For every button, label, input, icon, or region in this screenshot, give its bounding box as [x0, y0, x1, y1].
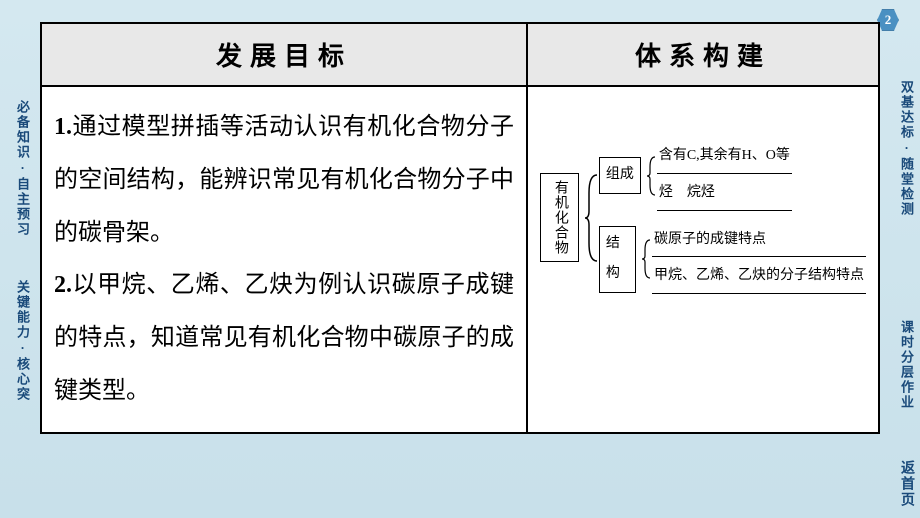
nav-back-home[interactable]: 返首页: [888, 460, 916, 508]
diagram-cell: 有机化合物 组成 含有C,其余有H、O等 烃 烷烃: [527, 86, 879, 433]
branch2-label: 结构: [599, 226, 636, 294]
objective-1-number: 1.: [54, 114, 72, 140]
nav-right-homework[interactable]: 课时分层作业: [888, 320, 916, 410]
bracket-icon: [583, 173, 599, 263]
diagram-root-node: 有机化合物: [540, 173, 579, 262]
bracket-icon: [640, 238, 652, 280]
nav-right-test[interactable]: 双基达标·随堂检测: [888, 80, 916, 217]
objective-2-number: 2.: [54, 272, 72, 298]
header-structure: 体系构建: [527, 23, 879, 86]
nav-left-core[interactable]: 关键能力·核心突: [4, 280, 32, 402]
objective-2-text: 以甲烷、乙烯、乙炔为例认识碳原子成键的特点，知道常见有机化合物中碳原子的成键类型…: [54, 272, 514, 404]
branch2-item2: 甲烷、乙烯、乙炔的分子结构特点: [652, 261, 866, 294]
bracket-icon: [645, 155, 657, 197]
objective-1-text: 通过模型拼插等活动认识有机化合物分子的空间结构，能辨识常见有机化合物分子中的碳骨…: [54, 114, 514, 246]
branch1-item1: 含有C,其余有H、O等: [657, 141, 792, 174]
concept-diagram: 有机化合物 组成 含有C,其余有H、O等 烃 烷烃: [540, 101, 866, 294]
branch-composition: 组成 含有C,其余有H、O等 烃 烷烃: [599, 141, 866, 211]
header-objectives: 发展目标: [41, 23, 527, 86]
branch-structure: 结构 碳原子的成键特点 甲烷、乙烯、乙炔的分子结构特点: [599, 225, 866, 295]
content-table: 发展目标 体系构建 1.通过模型拼插等活动认识有机化合物分子的空间结构，能辨识常…: [40, 22, 880, 434]
nav-left-prerequisite[interactable]: 必备知识·自主预习: [4, 100, 32, 237]
branch1-label: 组成: [599, 157, 641, 194]
objectives-cell: 1.通过模型拼插等活动认识有机化合物分子的空间结构，能辨识常见有机化合物分子中的…: [41, 86, 527, 433]
branch1-item2: 烃 烷烃: [657, 178, 792, 211]
branch2-item1: 碳原子的成键特点: [652, 225, 866, 258]
